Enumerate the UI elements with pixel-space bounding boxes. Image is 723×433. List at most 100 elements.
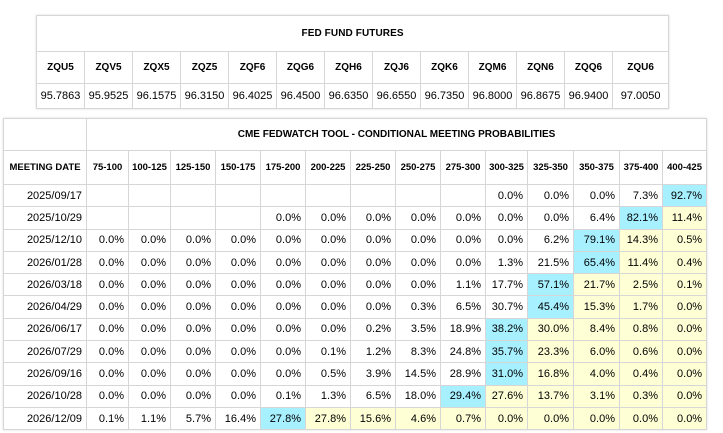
rate-range-header: 175-200 [260, 150, 306, 185]
futures-contract-code: ZQQ6 [564, 51, 613, 84]
probability-cell: 0.0% [305, 250, 351, 275]
meeting-row: 2026/01/28 0.0% 0.0% 0.0% 0.0% 0.0% 0.0% 0.0% 0.… [3, 250, 708, 275]
probability-cell: 8.4% [573, 317, 620, 342]
probability-cell: 0.0% [128, 317, 171, 342]
fedwatch-title: CME FEDWATCH TOOL - CONDITIONAL MEETING … [85, 118, 708, 151]
probability-cell [170, 206, 216, 230]
probability-cell: 0.1% [86, 406, 129, 431]
probability-cell [395, 183, 441, 208]
meeting-date: 2026/06/17 [3, 317, 87, 342]
futures-contract-code: ZQJ6 [372, 51, 421, 84]
probability-cell: 5.7% [170, 406, 216, 431]
futures-contract-price: 97.0050 [611, 83, 670, 109]
meeting-date: 2025/10/29 [3, 206, 87, 230]
probability-cell: 3.1% [573, 384, 620, 408]
futures-contract-code: ZQV5 [84, 51, 133, 84]
probability-cell: 0.0% [170, 384, 216, 408]
probability-cell: 16.8% [527, 362, 574, 386]
probability-cell: 3.5% [395, 317, 441, 342]
probability-cell: 0.0% [260, 206, 306, 230]
futures-contract-price: 96.9400 [564, 83, 613, 109]
probability-cell: 0.0% [170, 228, 216, 252]
probability-cell: 0.0% [128, 340, 171, 364]
meeting-row: 2026/12/09 0.1% 1.1% 5.7% 16.4% 27.8% 27.8% 15.… [3, 406, 708, 431]
probability-cell: 0.0% [661, 406, 708, 431]
meeting-row: 2026/04/29 0.0% 0.0% 0.0% 0.0% 0.0% 0.0% 0.0% 0.… [3, 295, 708, 319]
probability-cell: 0.0% [395, 273, 441, 297]
probability-cell [86, 183, 129, 208]
probability-cell: 0.0% [350, 273, 396, 297]
meeting-row: 2025/12/10 0.0% 0.0% 0.0% 0.0% 0.0% 0.0% 0.0% 0.… [3, 228, 708, 252]
probability-cell: 0.0% [86, 295, 129, 319]
rate-range-header: 325-350 [527, 150, 574, 185]
probability-cell: 24.8% [440, 340, 486, 364]
futures-contract-code: ZQX5 [132, 51, 181, 84]
probability-cell: 6.2% [527, 228, 574, 252]
probability-cell: 0.0% [485, 183, 528, 208]
meeting-date: 2025/09/17 [3, 183, 87, 208]
probability-cell: 0.0% [215, 384, 261, 408]
probability-cell: 0.0% [128, 250, 171, 275]
probability-cell: 92.7% [661, 183, 708, 208]
probability-cell: 6.4% [573, 206, 620, 230]
probability-cell: 28.9% [440, 362, 486, 386]
probability-cell: 0.0% [305, 317, 351, 342]
probability-cell: 0.0% [170, 250, 216, 275]
probability-cell: 11.4% [619, 250, 663, 275]
probability-cell: 38.2% [485, 317, 528, 342]
probability-cell: 0.0% [395, 206, 441, 230]
meeting-row: 2026/10/28 0.0% 0.0% 0.0% 0.0% 0.1% 1.3% 6.5% 18… [3, 384, 708, 408]
probability-cell: 0.0% [350, 228, 396, 252]
meeting-row: 2026/06/17 0.0% 0.0% 0.0% 0.0% 0.0% 0.0% 0.2% 3.… [3, 317, 708, 342]
meeting-date: 2026/12/09 [3, 406, 87, 431]
probability-cell: 1.7% [619, 295, 663, 319]
probability-cell: 21.7% [573, 273, 620, 297]
probability-cell: 0.0% [260, 317, 306, 342]
meeting-row: 2026/03/18 0.0% 0.0% 0.0% 0.0% 0.0% 0.0% 0.0% 0.… [3, 273, 708, 297]
futures-contract-price: 96.8675 [516, 83, 565, 109]
probability-cell: 30.0% [527, 317, 574, 342]
probability-cell: 0.3% [619, 384, 663, 408]
probability-cell: 0.6% [619, 340, 663, 364]
meeting-date-header: MEETING DATE [3, 150, 87, 185]
probability-cell: 0.0% [350, 206, 396, 230]
probability-cell: 0.7% [440, 406, 486, 431]
rate-range-header: 375-400 [619, 150, 663, 185]
futures-contract-price: 96.6550 [372, 83, 421, 109]
probability-cell: 15.3% [573, 295, 620, 319]
probability-cell: 0.0% [170, 273, 216, 297]
probability-cell: 6.0% [573, 340, 620, 364]
probability-cell: 0.3% [395, 295, 441, 319]
probability-cell: 0.1% [305, 340, 351, 364]
probability-cell: 0.0% [170, 362, 216, 386]
probability-cell: 0.0% [440, 228, 486, 252]
probability-cell: 1.1% [440, 273, 486, 297]
probability-cell: 0.0% [260, 228, 306, 252]
rate-range-header: 400-425 [661, 150, 708, 185]
probability-cell: 0.0% [527, 206, 574, 230]
probability-cell: 0.0% [485, 228, 528, 252]
probability-cell: 0.0% [527, 406, 574, 431]
meeting-date: 2025/12/10 [3, 228, 87, 252]
meeting-date: 2026/03/18 [3, 273, 87, 297]
probability-cell: 18.0% [395, 384, 441, 408]
probability-cell: 3.9% [350, 362, 396, 386]
rate-range-header: 125-150 [170, 150, 216, 185]
probability-cell: 0.0% [128, 273, 171, 297]
meeting-row: 2026/09/16 0.0% 0.0% 0.0% 0.0% 0.0% 0.5% 3.9% 14… [3, 362, 708, 386]
probability-cell: 1.1% [128, 406, 171, 431]
probability-cell [215, 183, 261, 208]
probability-cell: 0.0% [128, 295, 171, 319]
probability-cell: 0.0% [170, 295, 216, 319]
probability-cell: 0.0% [260, 362, 306, 386]
meeting-date: 2026/10/28 [3, 384, 87, 408]
probability-cell: 0.0% [395, 250, 441, 275]
probability-cell: 0.0% [86, 362, 129, 386]
probability-cell: 0.0% [350, 250, 396, 275]
probability-cell: 31.0% [485, 362, 528, 386]
probability-cell: 2.5% [619, 273, 663, 297]
probability-cell: 11.4% [661, 206, 708, 230]
probability-cell: 0.4% [661, 250, 708, 275]
probability-cell: 21.5% [527, 250, 574, 275]
probability-cell: 0.0% [260, 295, 306, 319]
